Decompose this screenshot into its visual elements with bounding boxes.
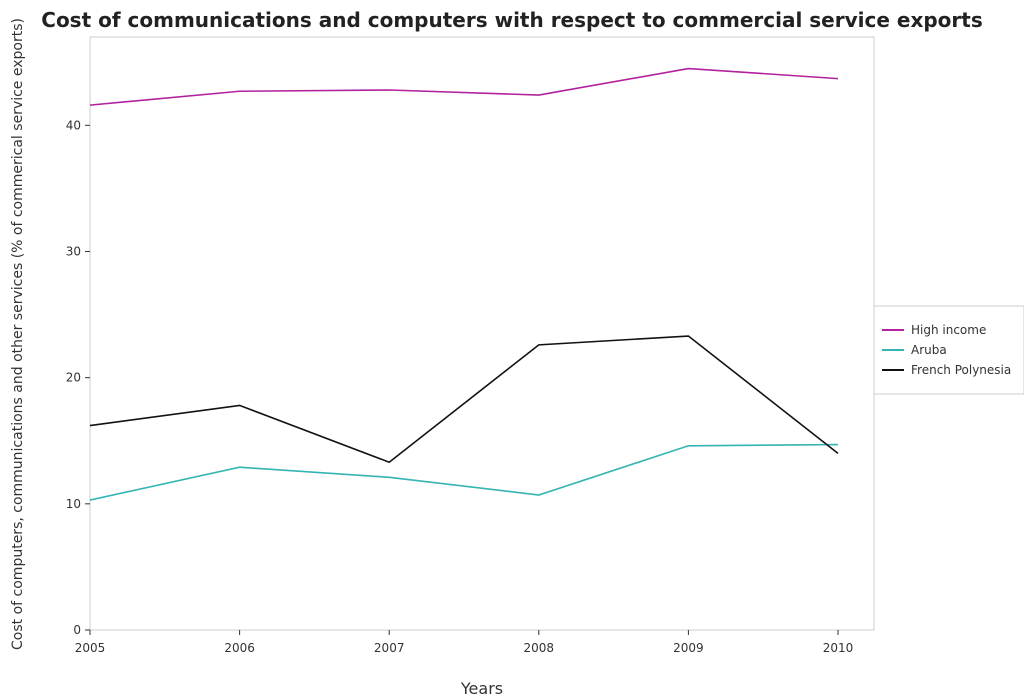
plot-area	[89, 36, 875, 631]
x-axis-ticks: 2005 2006 2007 2008 2009 2010	[75, 630, 854, 655]
legend-label: Aruba	[911, 343, 947, 357]
y-tick-label: 10	[66, 497, 81, 511]
legend-label: French Polynesia	[911, 363, 1011, 377]
x-axis-label: Years	[460, 679, 503, 698]
y-tick-label: 0	[73, 623, 81, 637]
x-tick-label: 2006	[224, 641, 255, 655]
series-line-high-income	[89, 67, 839, 106]
x-tick-label: 2009	[673, 641, 704, 655]
series-lines	[89, 67, 839, 501]
series-line-aruba	[89, 443, 839, 501]
series-line-french-polynesia	[89, 335, 839, 464]
y-tick-label: 30	[66, 244, 81, 258]
legend-label: High income	[911, 323, 986, 337]
x-tick-label: 2008	[524, 641, 555, 655]
y-tick-label: 40	[66, 118, 81, 132]
x-tick-label: 2005	[75, 641, 106, 655]
y-axis-ticks: 0 10 20 30 40	[66, 118, 90, 637]
x-tick-label: 2007	[374, 641, 405, 655]
x-tick-label: 2010	[823, 641, 854, 655]
chart-title: Cost of communications and computers wit…	[41, 8, 983, 32]
y-tick-label: 20	[66, 371, 81, 385]
y-axis-label: Cost of computers, communications and ot…	[10, 18, 26, 650]
legend-items: High income Aruba French Polynesia	[882, 323, 1011, 377]
legend: High income Aruba French Polynesia	[873, 305, 1024, 395]
